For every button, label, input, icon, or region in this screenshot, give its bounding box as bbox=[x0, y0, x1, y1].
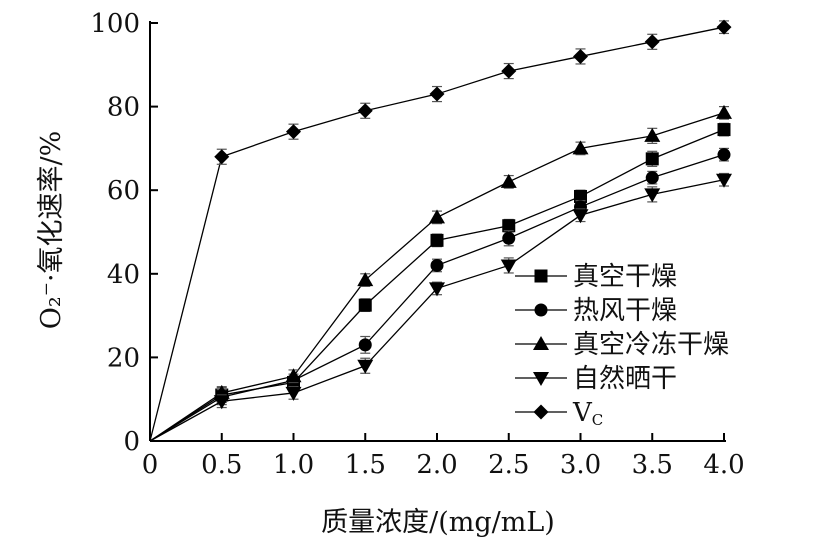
legend-label-subscript: C bbox=[592, 411, 603, 429]
data-point bbox=[358, 298, 372, 312]
data-point bbox=[214, 149, 230, 165]
data-point bbox=[645, 152, 659, 166]
legend-label: VC bbox=[572, 398, 603, 429]
data-point bbox=[502, 231, 516, 245]
series-4 bbox=[149, 172, 732, 442]
legend-label: 热风干燥 bbox=[573, 296, 677, 326]
data-point bbox=[573, 48, 588, 64]
data-point bbox=[285, 386, 302, 401]
y-tick-label: 60 bbox=[107, 176, 140, 206]
x-tick-label: 3.0 bbox=[560, 450, 601, 480]
legend-marker bbox=[534, 303, 548, 317]
data-point bbox=[574, 189, 587, 203]
legend-item: 真空冷冻干燥 bbox=[515, 330, 729, 360]
x-tick-label: 4.0 bbox=[703, 450, 744, 480]
data-point bbox=[644, 188, 661, 203]
y-tick-label: 100 bbox=[90, 9, 140, 39]
legend-marker bbox=[533, 372, 549, 386]
data-point bbox=[572, 209, 589, 224]
data-point bbox=[430, 258, 444, 272]
data-point bbox=[285, 368, 302, 383]
data-point bbox=[286, 124, 301, 140]
x-tick-label: 3.5 bbox=[632, 450, 673, 480]
data-point bbox=[429, 86, 445, 102]
data-point bbox=[500, 259, 517, 274]
data-point bbox=[716, 104, 732, 119]
x-tick-label: 2.0 bbox=[416, 450, 457, 480]
legend-marker bbox=[533, 336, 549, 350]
data-point bbox=[716, 173, 732, 188]
data-point bbox=[357, 359, 374, 374]
x-tick-label: 0.5 bbox=[201, 450, 242, 480]
y-tick-label: 80 bbox=[107, 93, 140, 123]
data-point bbox=[429, 209, 445, 224]
y-tick-label: 0 bbox=[123, 427, 140, 457]
data-point bbox=[716, 19, 732, 35]
data-point bbox=[572, 140, 589, 155]
data-point bbox=[358, 338, 372, 352]
y-tick-label: 20 bbox=[107, 343, 140, 373]
axes: 0 20 40 60 80 100 0 0.5 1.0 1.5 2.0 2.5 3.0 3.5 4.0 bbox=[90, 9, 744, 480]
data-point bbox=[357, 103, 373, 119]
data-point bbox=[645, 171, 659, 185]
data-point bbox=[500, 173, 517, 188]
legend-item: 真空干燥 bbox=[515, 262, 677, 292]
x-axis-label: 质量浓度/(mg/mL) bbox=[321, 507, 555, 538]
series-5 bbox=[149, 19, 732, 442]
y-axis-label: O₂⁻·氧化速率/% bbox=[36, 131, 67, 330]
legend-marker bbox=[533, 404, 549, 420]
legend-label: 真空冷冻干燥 bbox=[573, 330, 729, 360]
legend-marker bbox=[534, 269, 548, 283]
data-point bbox=[717, 123, 731, 137]
x-tick-label: 1.0 bbox=[273, 450, 314, 480]
legend-label: 真空干燥 bbox=[573, 262, 677, 292]
legend-item: VC bbox=[515, 398, 603, 429]
data-point bbox=[429, 282, 445, 297]
x-tick-label: 1.5 bbox=[345, 450, 386, 480]
data-point bbox=[717, 148, 731, 162]
data-point bbox=[502, 219, 516, 233]
x-tick-label: 0 bbox=[142, 450, 159, 480]
data-point bbox=[213, 395, 230, 410]
data-point bbox=[644, 34, 660, 50]
y-tick-label: 40 bbox=[107, 260, 140, 290]
data-point bbox=[501, 63, 517, 79]
x-tick-label: 2.5 bbox=[488, 450, 529, 480]
data-point bbox=[357, 272, 374, 287]
data-point bbox=[430, 233, 444, 247]
legend-item: 自然晒干 bbox=[515, 364, 677, 394]
data-point bbox=[644, 127, 661, 142]
legend-label: 自然晒干 bbox=[573, 364, 677, 394]
legend-item: 热风干燥 bbox=[515, 296, 677, 326]
series-layer bbox=[149, 19, 732, 442]
